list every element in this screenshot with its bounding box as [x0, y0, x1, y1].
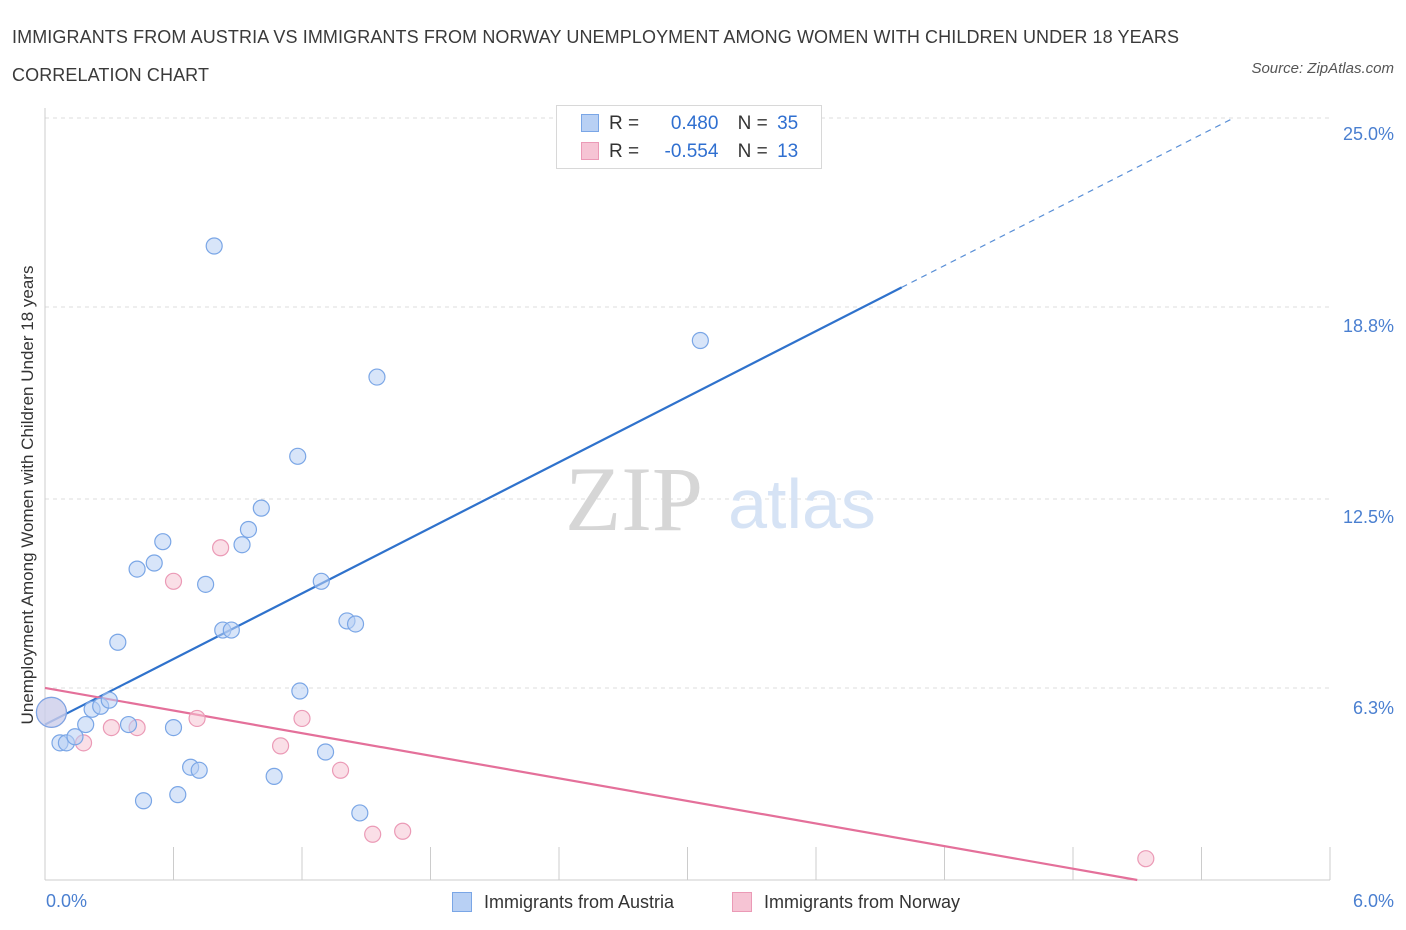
austria-point [291, 682, 309, 700]
n-label: N = [737, 141, 768, 162]
norway-point [102, 718, 120, 737]
watermark: ZIP atlas [565, 448, 876, 550]
legend: Immigrants from Austria Immigrants from … [0, 889, 1406, 915]
correlation-stats-box: R = 0.480 N = 35 R = -0.554 N = 13 [556, 105, 822, 169]
austria-point [222, 621, 240, 639]
r-label: R = [609, 113, 640, 134]
austria-point [289, 447, 307, 465]
austria-swatch [452, 892, 472, 912]
y-tick-label: 25.0% [1342, 124, 1394, 144]
trend-lines [44, 117, 1234, 882]
y-tick-label: 18.8% [1342, 316, 1394, 336]
norway-swatch [581, 142, 599, 160]
austria-point [164, 718, 183, 737]
austria-point [119, 715, 138, 734]
austria-point [154, 533, 172, 551]
n-label: N = [737, 113, 768, 134]
y-tick-label: 6.3% [1352, 698, 1394, 718]
austria-point [368, 368, 386, 386]
austria-point [35, 696, 68, 728]
norway-point [394, 822, 412, 840]
austria-point [169, 786, 187, 804]
legend-item-norway[interactable]: Immigrants from Norway [732, 889, 960, 915]
r-label: R = [609, 141, 640, 162]
legend-item-austria[interactable]: Immigrants from Austria [452, 889, 674, 915]
austria-point [77, 715, 95, 734]
austria-point [197, 575, 215, 593]
norway-point [1137, 850, 1155, 868]
legend-label: Immigrants from Austria [484, 892, 675, 912]
r-value: 0.480 [670, 113, 719, 134]
x-tick-label: 0.0% [46, 891, 88, 911]
austria-point [190, 761, 208, 779]
grid-lines [45, 117, 1330, 689]
austria-swatch [581, 114, 599, 132]
austria-point [691, 331, 709, 350]
norway-point [293, 709, 311, 728]
austria-point [66, 728, 84, 746]
norway-point [164, 572, 183, 590]
austria-point [351, 804, 369, 822]
y-tick-label: 12.5% [1342, 507, 1394, 527]
norway-point [188, 709, 206, 728]
austria-point [239, 520, 258, 539]
austria-point [252, 499, 270, 517]
austria-trend-extension [901, 117, 1234, 288]
y-axis-label: Unemployment Among Women with Children U… [18, 265, 37, 725]
data-points [35, 237, 1155, 868]
norway-point [271, 737, 290, 755]
austria-point [265, 767, 283, 785]
stats-row-austria: R = 0.480 N = 35 [581, 110, 798, 138]
n-value: 35 [777, 113, 799, 134]
watermark-zip: ZIP [565, 448, 703, 550]
austria-point [145, 554, 163, 572]
stats-row-norway: R = -0.554 N = 13 [581, 138, 798, 166]
legend-label: Immigrants from Norway [764, 892, 961, 912]
source-label: Source: ZipAtlas.com [1251, 60, 1394, 77]
austria-point [205, 237, 223, 255]
austria-point [316, 743, 335, 761]
austria-point [346, 615, 365, 633]
x-tick-label: 6.0% [1352, 891, 1394, 911]
austria-point [109, 633, 127, 651]
norway-point [212, 539, 230, 557]
austria-trend-line [44, 286, 903, 726]
chart-title: IMMIGRANTS FROM AUSTRIA VS IMMIGRANTS FR… [12, 27, 1180, 85]
austria-point [312, 572, 330, 590]
austria-point [100, 691, 118, 709]
austria-point [233, 536, 251, 554]
austria-point [134, 792, 153, 810]
norway-point [364, 825, 382, 843]
norway-point [331, 761, 350, 779]
norway-trend-line [44, 686, 1138, 882]
n-value: 13 [777, 141, 799, 162]
r-value: -0.554 [664, 141, 719, 162]
austria-point [128, 560, 146, 578]
watermark-atlas: atlas [728, 465, 876, 543]
axes [44, 108, 1331, 881]
norway-swatch [732, 892, 752, 912]
